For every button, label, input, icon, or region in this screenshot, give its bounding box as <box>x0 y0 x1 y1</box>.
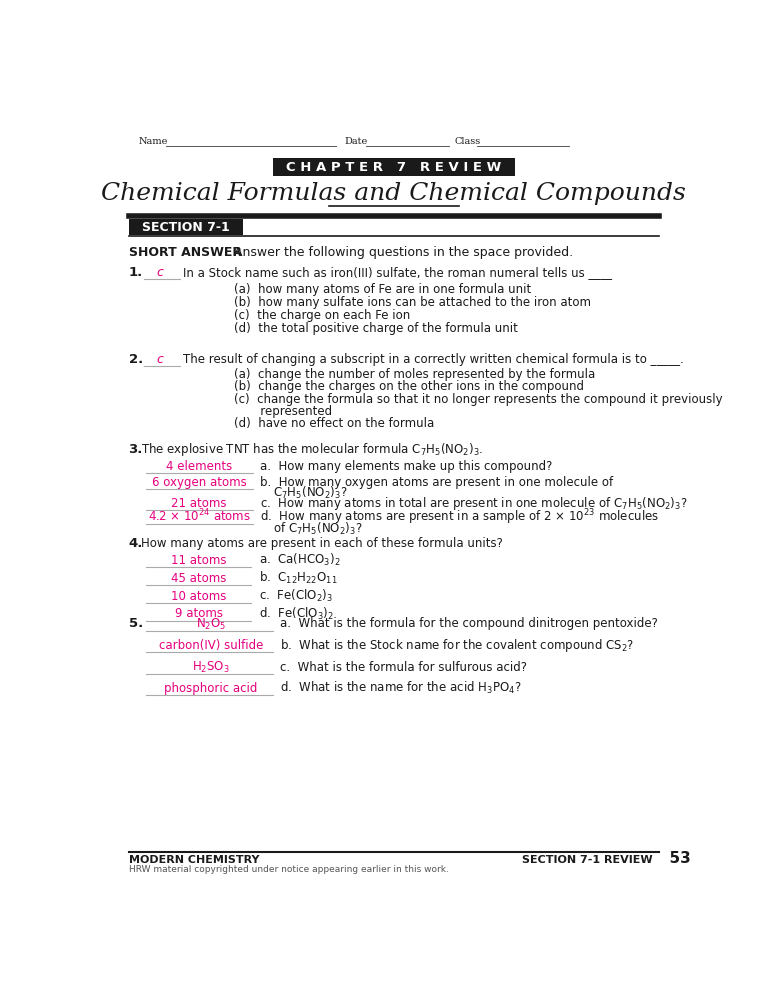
Text: d.  What is the name for the acid H$_3$PO$_4$?: d. What is the name for the acid H$_3$PO… <box>280 680 522 696</box>
Text: 21 atoms: 21 atoms <box>171 497 227 510</box>
Text: a.  Ca(HCO$_3$)$_2$: a. Ca(HCO$_3$)$_2$ <box>259 553 340 569</box>
Text: H$_2$SO$_3$: H$_2$SO$_3$ <box>192 660 230 675</box>
Text: Class: Class <box>454 137 480 146</box>
Text: a.  How many elements make up this compound?: a. How many elements make up this compou… <box>260 459 553 472</box>
Text: The result of changing a subscript in a correctly written chemical formula is to: The result of changing a subscript in a … <box>183 353 684 366</box>
Text: (c)  change the formula so that it no longer represents the compound it previous: (c) change the formula so that it no lon… <box>234 393 723 406</box>
Text: (d)  the total positive charge of the formula unit: (d) the total positive charge of the for… <box>234 322 518 335</box>
Text: 11 atoms: 11 atoms <box>171 555 227 568</box>
Text: 6 oxygen atoms: 6 oxygen atoms <box>152 476 247 489</box>
Text: 4 elements: 4 elements <box>166 459 232 472</box>
Text: 53: 53 <box>659 851 690 866</box>
Text: C H A P T E R   7   R E V I E W: C H A P T E R 7 R E V I E W <box>286 160 502 174</box>
Text: represented: represented <box>234 405 332 417</box>
Text: Date: Date <box>344 137 367 146</box>
Text: d.  How many atoms are present in a sample of 2 $\times$ 10$^{23}$ molecules: d. How many atoms are present in a sampl… <box>260 507 660 527</box>
Text: 5.: 5. <box>128 617 143 630</box>
Text: c.  Fe(ClO$_2$)$_3$: c. Fe(ClO$_2$)$_3$ <box>259 587 333 604</box>
Text: (b)  how many sulfate ions can be attached to the iron atom: (b) how many sulfate ions can be attache… <box>234 295 591 308</box>
Text: 4.2 $\times$ 10$^{24}$ atoms: 4.2 $\times$ 10$^{24}$ atoms <box>147 508 250 524</box>
Text: 1.: 1. <box>128 265 143 278</box>
Text: The explosive TNT has the molecular formula C$_7$H$_5$(NO$_2$)$_3$.: The explosive TNT has the molecular form… <box>141 441 483 458</box>
Text: 10 atoms: 10 atoms <box>171 589 227 602</box>
Text: (d)  have no effect on the formula: (d) have no effect on the formula <box>234 417 434 430</box>
Text: c: c <box>157 353 164 366</box>
Text: SECTION 7-1 REVIEW: SECTION 7-1 REVIEW <box>521 855 653 865</box>
Text: SECTION 7-1: SECTION 7-1 <box>142 221 230 234</box>
Text: HRW material copyrighted under notice appearing earlier in this work.: HRW material copyrighted under notice ap… <box>128 866 449 875</box>
Text: 9 atoms: 9 atoms <box>175 607 223 620</box>
Text: phosphoric acid: phosphoric acid <box>164 682 257 695</box>
Text: (a)  how many atoms of Fe are in one formula unit: (a) how many atoms of Fe are in one form… <box>234 282 531 295</box>
Text: MODERN CHEMISTRY: MODERN CHEMISTRY <box>128 855 259 865</box>
Text: (a)  change the number of moles represented by the formula: (a) change the number of moles represent… <box>234 368 595 381</box>
Text: carbon(IV) sulfide: carbon(IV) sulfide <box>158 639 263 652</box>
Text: In a Stock name such as iron(III) sulfate, the roman numeral tells us ____: In a Stock name such as iron(III) sulfat… <box>183 265 612 278</box>
Text: Answer the following questions in the space provided.: Answer the following questions in the sp… <box>234 246 573 258</box>
Text: N$_2$O$_5$: N$_2$O$_5$ <box>196 616 226 631</box>
Text: c.  How many atoms in total are present in one molecule of C$_7$H$_5$(NO$_2$)$_3: c. How many atoms in total are present i… <box>260 495 688 512</box>
Text: b.  What is the Stock name for the covalent compound CS$_2$?: b. What is the Stock name for the covale… <box>280 637 634 654</box>
Text: c: c <box>157 265 164 278</box>
Text: b.  How many oxygen atoms are present in one molecule of: b. How many oxygen atoms are present in … <box>260 476 614 489</box>
Text: of C$_7$H$_5$(NO$_2$)$_3$?: of C$_7$H$_5$(NO$_2$)$_3$? <box>273 521 362 537</box>
Text: How many atoms are present in each of these formula units?: How many atoms are present in each of th… <box>141 538 503 551</box>
Text: SHORT ANSWER: SHORT ANSWER <box>128 246 242 258</box>
Text: 45 atoms: 45 atoms <box>171 573 227 585</box>
Text: d.  Fe(ClO$_3$)$_2$: d. Fe(ClO$_3$)$_2$ <box>259 605 333 621</box>
Text: Name: Name <box>139 137 168 146</box>
Text: Chemical Formulas and Chemical Compounds: Chemical Formulas and Chemical Compounds <box>101 183 686 206</box>
FancyBboxPatch shape <box>128 220 243 235</box>
Text: (c)  the charge on each Fe ion: (c) the charge on each Fe ion <box>234 309 410 322</box>
Text: 4.: 4. <box>128 538 143 551</box>
Text: c.  What is the formula for sulfurous acid?: c. What is the formula for sulfurous aci… <box>280 661 528 674</box>
Text: a.  What is the formula for the compound dinitrogen pentoxide?: a. What is the formula for the compound … <box>280 617 658 630</box>
Text: (b)  change the charges on the other ions in the compound: (b) change the charges on the other ions… <box>234 381 584 394</box>
Text: 2.: 2. <box>128 353 143 366</box>
Text: C$_7$H$_5$(NO$_2$)$_3$?: C$_7$H$_5$(NO$_2$)$_3$? <box>273 485 347 501</box>
FancyBboxPatch shape <box>273 158 515 176</box>
Text: 3.: 3. <box>128 443 143 456</box>
Text: b.  C$_{12}$H$_{22}$O$_{11}$: b. C$_{12}$H$_{22}$O$_{11}$ <box>259 570 337 586</box>
